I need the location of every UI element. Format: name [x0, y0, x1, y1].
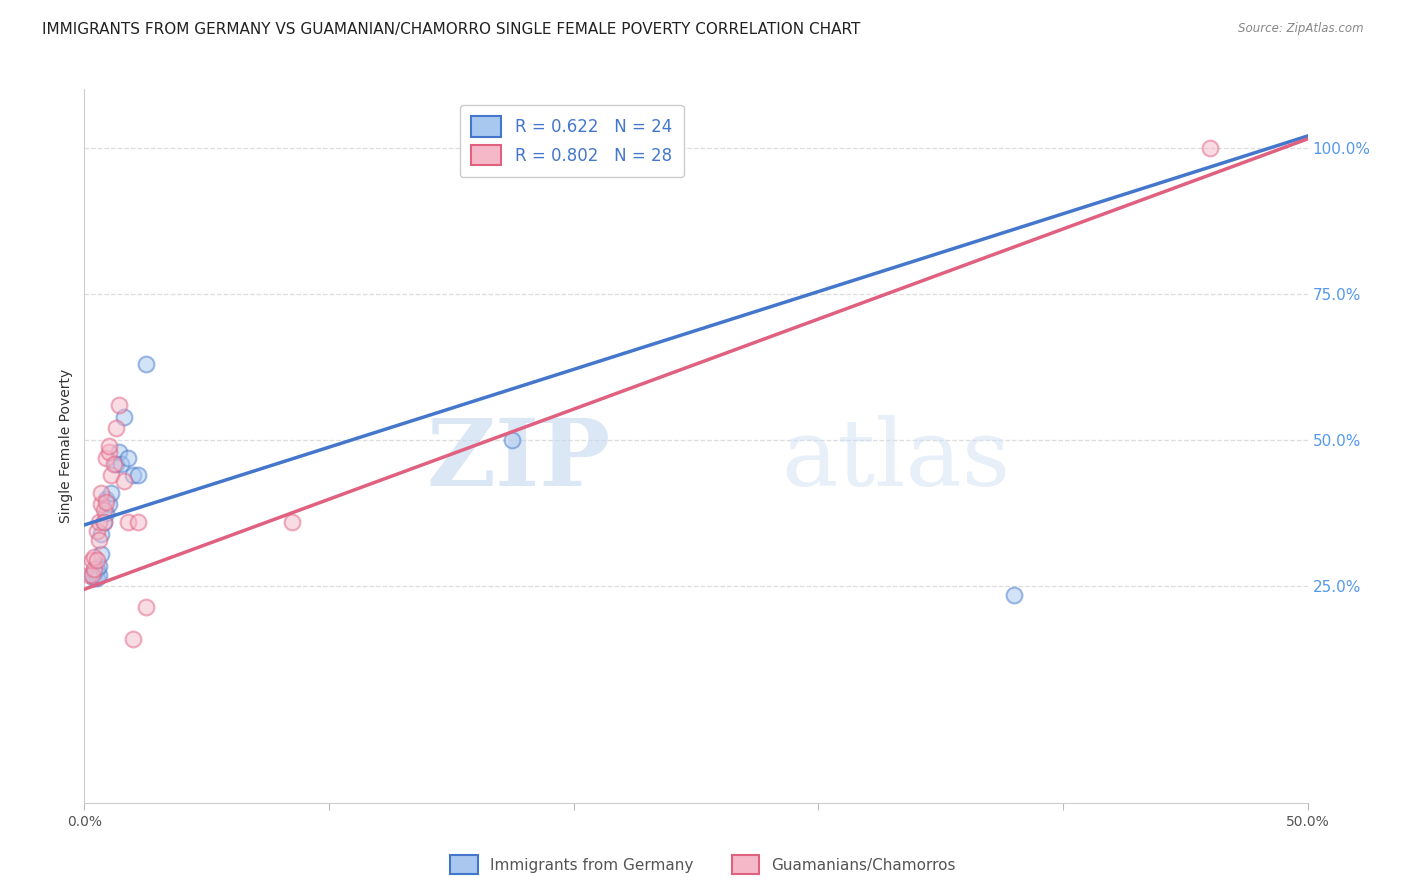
Point [87, 558, 110, 573]
Point [1198, 141, 1220, 155]
Point [97, 445, 120, 459]
Legend: Immigrants from Germany, Guamanians/Chamorros: Immigrants from Germany, Guamanians/Cham… [444, 849, 962, 880]
Point [110, 457, 132, 471]
Point [90, 526, 112, 541]
Point [117, 515, 139, 529]
Point [80, 567, 103, 582]
Point [127, 515, 149, 529]
Point [86, 562, 108, 576]
Point [87, 567, 110, 582]
Point [502, 433, 524, 447]
Point [122, 632, 145, 646]
Point [83, 571, 105, 585]
Point [107, 398, 129, 412]
Text: IMMIGRANTS FROM GERMANY VS GUAMANIAN/CHAMORRO SINGLE FEMALE POVERTY CORRELATION : IMMIGRANTS FROM GERMANY VS GUAMANIAN/CHA… [42, 22, 860, 37]
Point [90, 547, 112, 561]
Text: ZIP: ZIP [426, 416, 610, 505]
Point [93, 515, 115, 529]
Point [127, 468, 149, 483]
Point [86, 571, 108, 585]
Legend: R = 0.622   N = 24, R = 0.802   N = 28: R = 0.622 N = 24, R = 0.802 N = 28 [460, 104, 683, 177]
Point [1002, 588, 1025, 602]
Point [100, 468, 122, 483]
Point [86, 524, 108, 538]
Point [97, 439, 120, 453]
Point [117, 450, 139, 465]
Point [83, 565, 105, 579]
Point [96, 450, 118, 465]
Point [100, 485, 122, 500]
Point [83, 562, 105, 576]
Point [93, 515, 115, 529]
Point [83, 550, 105, 565]
Point [80, 567, 103, 582]
Point [112, 409, 135, 424]
Point [135, 357, 157, 371]
Text: atlas: atlas [782, 416, 1011, 505]
Point [122, 468, 145, 483]
Point [86, 553, 108, 567]
Point [103, 457, 125, 471]
Point [77, 567, 100, 582]
Point [281, 515, 304, 529]
Point [135, 599, 157, 614]
Text: Source: ZipAtlas.com: Source: ZipAtlas.com [1239, 22, 1364, 36]
Point [80, 553, 103, 567]
Point [90, 485, 112, 500]
Point [105, 421, 128, 435]
Point [90, 498, 112, 512]
Point [107, 445, 129, 459]
Point [97, 498, 120, 512]
Point [105, 457, 128, 471]
Point [93, 503, 115, 517]
Point [96, 506, 118, 520]
Point [87, 515, 110, 529]
Point [87, 533, 110, 547]
Point [96, 494, 118, 508]
Point [112, 474, 135, 488]
Point [96, 491, 118, 506]
Y-axis label: Single Female Poverty: Single Female Poverty [59, 369, 73, 523]
